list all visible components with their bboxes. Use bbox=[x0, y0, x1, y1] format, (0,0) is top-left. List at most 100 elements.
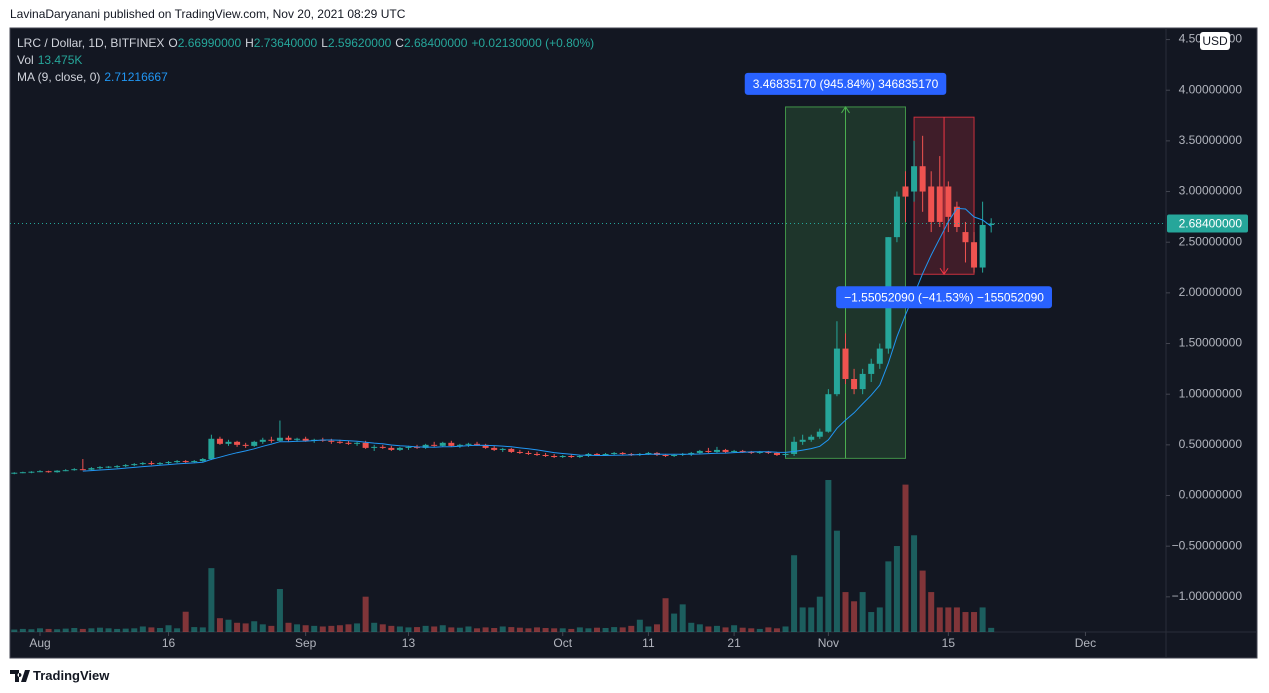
volume-bar bbox=[174, 628, 181, 632]
y-tick-label: 0.50000000 bbox=[1179, 437, 1243, 451]
candle-body bbox=[919, 166, 926, 192]
volume-bar bbox=[576, 627, 583, 632]
volume-bar bbox=[945, 607, 952, 632]
volume-bar bbox=[971, 612, 978, 632]
volume-value: 13.475K bbox=[37, 53, 83, 67]
legend-row: MA (9, close, 0) 2.71216667 bbox=[17, 69, 598, 86]
chart-pane bbox=[9, 27, 1258, 659]
candle-body bbox=[791, 441, 798, 454]
candle-body bbox=[953, 206, 960, 228]
volume-bar bbox=[962, 612, 969, 632]
candle-body bbox=[962, 232, 969, 243]
x-tick-label: Sep bbox=[295, 636, 317, 650]
candle-body bbox=[122, 465, 129, 467]
volume-bar bbox=[439, 625, 446, 632]
candle-body bbox=[225, 441, 232, 444]
candle-body bbox=[302, 438, 309, 441]
volume-bar bbox=[628, 625, 635, 632]
candle-body bbox=[88, 468, 95, 470]
volume-bar bbox=[731, 625, 738, 632]
volume-bar bbox=[328, 625, 335, 632]
candle-body bbox=[36, 471, 43, 473]
volume-bar bbox=[491, 628, 498, 632]
x-tick-label: 13 bbox=[402, 636, 416, 650]
candle-body bbox=[534, 453, 541, 455]
candle-body bbox=[79, 469, 86, 471]
legend-row: LRC / Dollar, 1D, BITFINEX O2.66990000 H2.… bbox=[17, 35, 598, 52]
volume-bar bbox=[808, 607, 815, 632]
volume-bar bbox=[19, 628, 26, 632]
candle-body bbox=[114, 466, 121, 468]
volume-bar bbox=[156, 628, 163, 632]
candle-body bbox=[251, 441, 258, 446]
candle-body bbox=[448, 442, 455, 446]
volume-bar bbox=[653, 624, 660, 632]
candle-body bbox=[328, 440, 335, 442]
volume-bar bbox=[79, 628, 86, 632]
volume-bar bbox=[45, 628, 52, 632]
footer-brand: TradingView bbox=[33, 668, 110, 683]
candle-body bbox=[148, 463, 155, 465]
candle-body bbox=[928, 186, 935, 222]
volume-bar bbox=[242, 623, 249, 632]
candle-body bbox=[156, 463, 163, 465]
measure-label: −1.55052090 (−41.53%) −155052090 bbox=[836, 286, 1052, 309]
volume-bar bbox=[859, 592, 866, 632]
volume-bar bbox=[379, 624, 386, 632]
volume-bar bbox=[585, 628, 592, 632]
candle-body bbox=[971, 242, 978, 268]
candle-body bbox=[842, 348, 849, 379]
volume-bar bbox=[11, 629, 18, 632]
volume-bar bbox=[482, 627, 489, 632]
x-tick-label: 16 bbox=[162, 636, 176, 650]
x-tick-label: 21 bbox=[727, 636, 741, 650]
candle-body bbox=[474, 443, 481, 445]
volume-bar bbox=[422, 625, 429, 632]
volume-bar bbox=[593, 627, 600, 632]
volume-bar bbox=[268, 625, 275, 632]
currency-label: USD bbox=[1202, 34, 1228, 48]
candle-body bbox=[833, 348, 840, 395]
volume-bar bbox=[559, 628, 566, 632]
volume-bar bbox=[499, 626, 506, 632]
candle-body bbox=[216, 438, 223, 444]
candle-body bbox=[11, 472, 18, 474]
candle-body bbox=[285, 437, 292, 440]
candle-body bbox=[876, 348, 883, 364]
volume-bar bbox=[131, 628, 138, 632]
volume-bar bbox=[96, 627, 103, 632]
candle-body bbox=[705, 450, 712, 452]
volume-bar bbox=[773, 628, 780, 632]
volume-bar bbox=[319, 626, 326, 632]
volume-bar bbox=[54, 629, 61, 632]
volume-bar bbox=[988, 627, 995, 632]
volume-bar bbox=[688, 622, 695, 632]
candle-body bbox=[71, 469, 78, 471]
volume-bar bbox=[893, 546, 900, 632]
ohlc-value: 2.73640000 bbox=[253, 36, 318, 50]
candle-body bbox=[379, 446, 386, 448]
volume-bar bbox=[782, 626, 789, 632]
candle-body bbox=[722, 449, 729, 452]
candle-body bbox=[936, 186, 943, 222]
candle-body bbox=[731, 450, 738, 452]
volume-bar bbox=[148, 627, 155, 632]
candle-body bbox=[739, 450, 746, 452]
volume-bar bbox=[534, 627, 541, 632]
candle-body bbox=[825, 394, 832, 432]
candle-body bbox=[499, 448, 506, 450]
legend: LRC / Dollar, 1D, BITFINEX O2.66990000 H2.… bbox=[17, 35, 598, 86]
volume-bar bbox=[799, 607, 806, 632]
ohlc-value: 2.68400000 bbox=[403, 36, 468, 50]
candle-body bbox=[439, 442, 446, 446]
candle-body bbox=[911, 166, 918, 192]
candle-body bbox=[671, 454, 678, 456]
candle-body bbox=[602, 453, 609, 455]
measure-arrowhead bbox=[841, 106, 850, 114]
measure-label-text: 3.46835170 (945.84%) 346835170 bbox=[753, 77, 939, 91]
x-tick-label: Nov bbox=[818, 636, 839, 650]
volume-bar bbox=[474, 628, 481, 632]
candle-body bbox=[345, 442, 352, 444]
volume-bar bbox=[336, 625, 343, 632]
candle-body bbox=[234, 441, 241, 445]
